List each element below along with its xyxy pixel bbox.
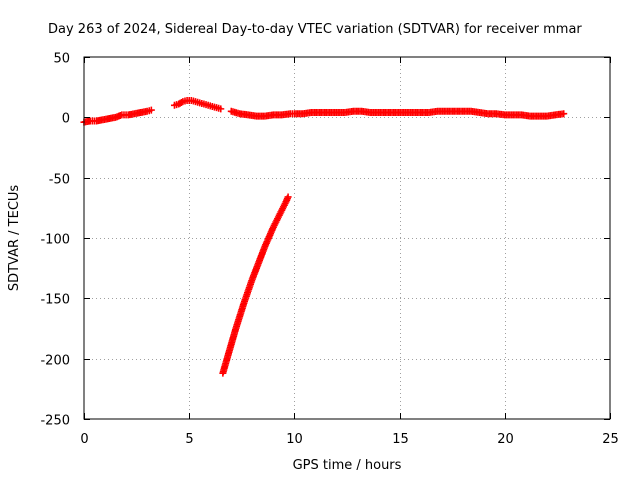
- data-point: [560, 110, 568, 118]
- y-tick-label: 50: [53, 52, 70, 67]
- x-tick-label: 0: [80, 432, 88, 447]
- y-tick-label: -200: [40, 354, 70, 369]
- data-point: [217, 105, 225, 113]
- y-tick-label: 0: [62, 112, 70, 127]
- data-points: [80, 96, 568, 377]
- x-tick-label: 25: [602, 432, 619, 447]
- data-point: [284, 193, 292, 201]
- chart-title: Day 263 of 2024, Sidereal Day-to-day VTE…: [48, 22, 582, 37]
- y-tick-label: -150: [40, 293, 70, 308]
- y-tick-label: -50: [49, 173, 70, 188]
- y-tick-label: -100: [40, 233, 70, 248]
- data-point: [177, 98, 185, 106]
- x-tick-label: 10: [286, 432, 303, 447]
- data-point: [147, 106, 155, 114]
- x-tick-label: 5: [185, 432, 193, 447]
- x-tick-label: 20: [497, 432, 514, 447]
- axis-ticks: 0 5 10 15 20 25 50 0 -50 -100 -150 -200 -250: [40, 52, 618, 448]
- y-axis-title: SDTVAR / TECUs: [7, 185, 22, 292]
- x-axis-title: GPS time / hours: [293, 458, 402, 473]
- y-tick-label: -250: [40, 414, 70, 429]
- x-tick-label: 15: [392, 432, 409, 447]
